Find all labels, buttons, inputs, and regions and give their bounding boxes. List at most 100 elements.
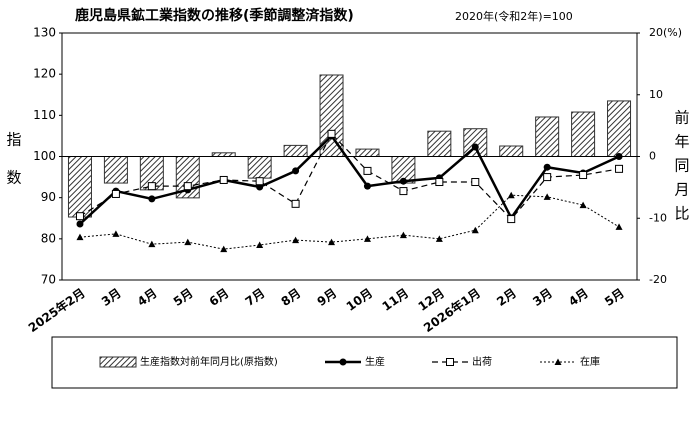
point bbox=[184, 238, 192, 246]
point bbox=[471, 226, 479, 234]
bar bbox=[607, 100, 632, 158]
bar bbox=[427, 130, 452, 157]
point bbox=[75, 212, 84, 221]
point bbox=[255, 177, 264, 186]
point bbox=[615, 164, 624, 173]
bar bbox=[499, 145, 524, 158]
point bbox=[554, 358, 562, 365]
point bbox=[339, 358, 347, 366]
y2-axis-title: 同 bbox=[674, 157, 689, 175]
point bbox=[471, 143, 479, 151]
y-tick-label: 90 bbox=[41, 190, 56, 204]
point bbox=[471, 178, 480, 187]
point bbox=[399, 177, 407, 185]
x-tick-label: 10月 bbox=[344, 286, 376, 314]
y2-tick-label: -20 bbox=[649, 273, 667, 286]
point bbox=[292, 236, 300, 244]
x-tick-label: 2025年2月 bbox=[25, 285, 87, 335]
point bbox=[363, 235, 371, 242]
y-tick-label: 70 bbox=[41, 273, 56, 287]
legend-label: 生産 bbox=[365, 355, 385, 368]
y-tick-label: 110 bbox=[33, 108, 56, 122]
point bbox=[615, 153, 623, 160]
y2-axis-title: 年 bbox=[674, 133, 689, 151]
point bbox=[256, 241, 264, 249]
chart-title: 鹿児島県鉱工業指数の推移(季節調整済指数) bbox=[74, 7, 354, 24]
legend-frame bbox=[51, 336, 678, 389]
legend-label: 出荷 bbox=[472, 355, 492, 368]
x-tick-label: 7月 bbox=[243, 286, 268, 309]
bar bbox=[211, 152, 236, 157]
y2-tick-label: 0 bbox=[649, 150, 656, 163]
point bbox=[147, 182, 156, 191]
y-tick-label: 120 bbox=[33, 67, 56, 81]
point bbox=[111, 189, 120, 198]
y2-tick-label: 20(%) bbox=[649, 26, 682, 39]
point bbox=[363, 182, 371, 190]
line bbox=[79, 194, 620, 250]
bar bbox=[67, 156, 92, 218]
point bbox=[507, 191, 515, 199]
y2-axis-title: 前 bbox=[674, 109, 689, 127]
legend-label: 生産指数対前年同月比(原指数) bbox=[140, 355, 278, 368]
y2-axis-title: 比 bbox=[674, 205, 689, 223]
y-tick-label: 100 bbox=[33, 149, 56, 163]
legend-swatch bbox=[99, 356, 137, 368]
point bbox=[579, 171, 588, 180]
point bbox=[148, 195, 156, 203]
y-tick-label: 80 bbox=[41, 231, 56, 245]
x-tick-label: 9月 bbox=[315, 286, 340, 309]
x-tick-label: 11月 bbox=[380, 286, 412, 314]
point bbox=[399, 187, 408, 196]
legend-label: 在庫 bbox=[580, 355, 600, 368]
point bbox=[615, 223, 623, 230]
point bbox=[292, 167, 300, 175]
y-axis-title: 数 bbox=[6, 169, 21, 187]
point bbox=[76, 220, 84, 228]
bar bbox=[103, 156, 128, 184]
point bbox=[291, 199, 300, 208]
y-tick-label: 130 bbox=[33, 26, 56, 40]
line bbox=[79, 134, 620, 225]
y2-tick-label: -10 bbox=[649, 211, 667, 224]
bar bbox=[355, 148, 380, 157]
y2-axis-title: 月 bbox=[674, 181, 689, 199]
point bbox=[256, 183, 264, 191]
x-tick-label: 2月 bbox=[494, 286, 519, 309]
point bbox=[220, 245, 228, 253]
point bbox=[543, 163, 551, 171]
point bbox=[435, 235, 443, 242]
point bbox=[543, 173, 552, 182]
bar bbox=[535, 116, 560, 158]
x-tick-label: 4月 bbox=[135, 286, 160, 309]
x-tick-label: 5月 bbox=[602, 286, 627, 309]
x-tick-label: 3月 bbox=[99, 286, 124, 309]
point bbox=[328, 238, 336, 246]
point bbox=[183, 182, 192, 191]
chart-subtitle: 2020年(令和2年)=100 bbox=[455, 9, 573, 23]
point bbox=[219, 175, 228, 184]
bar bbox=[247, 156, 272, 179]
x-tick-label: 5月 bbox=[171, 286, 196, 309]
point bbox=[148, 240, 156, 248]
x-tick-label: 3月 bbox=[530, 286, 555, 309]
point bbox=[399, 231, 407, 239]
point bbox=[446, 358, 454, 366]
x-tick-label: 4月 bbox=[566, 286, 591, 309]
y-axis-title: 指 bbox=[6, 131, 21, 149]
point bbox=[507, 215, 516, 224]
point bbox=[579, 201, 587, 209]
point bbox=[76, 233, 84, 241]
bar bbox=[283, 144, 308, 157]
x-tick-label: 6月 bbox=[207, 286, 232, 309]
point bbox=[543, 193, 551, 200]
point bbox=[435, 178, 444, 187]
point bbox=[327, 129, 336, 138]
point bbox=[112, 230, 120, 237]
point bbox=[363, 166, 372, 175]
bar bbox=[571, 111, 596, 157]
x-tick-label: 8月 bbox=[279, 286, 304, 309]
y2-tick-label: 10 bbox=[649, 88, 663, 101]
line bbox=[79, 132, 620, 220]
